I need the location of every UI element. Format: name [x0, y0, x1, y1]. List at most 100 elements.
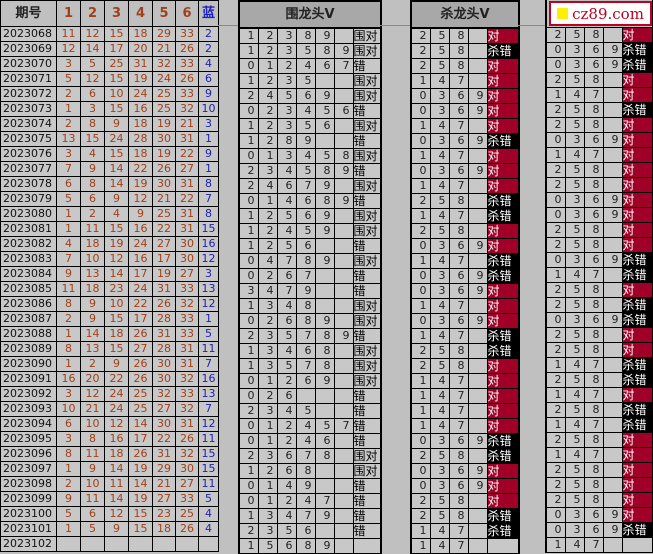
blue-ball-cell: 8	[198, 176, 219, 192]
wei-longtou-title[interactable]: 围龙头V	[237, 0, 383, 29]
blue-ball-cell	[198, 536, 219, 552]
wei-longtou-digit-cell	[333, 88, 354, 104]
sha-longtou-digit-cell	[467, 298, 488, 314]
blue-ball-cell: 2	[198, 41, 219, 57]
right-panel-result-cell: 杀错	[621, 372, 653, 388]
sha-longtou-result-cell: 杀错	[486, 268, 520, 284]
right-panel-result-cell: 杀错	[621, 522, 653, 538]
wei-longtou-digit-cell: 7	[295, 358, 316, 374]
right-panel-digit-cell: 5	[564, 177, 585, 193]
issue-header[interactable]: 期号	[0, 0, 57, 27]
logo-square-icon	[557, 8, 569, 19]
wei-longtou-result-cell: 围对	[352, 27, 382, 44]
ball-header[interactable]: 6	[175, 0, 199, 27]
wei-longtou-digit-cell: 8	[295, 253, 316, 269]
sha-longtou-digit-cell	[467, 208, 488, 224]
right-panel-result-cell: 杀错	[621, 312, 653, 328]
red-ball-cell: 24	[128, 281, 153, 297]
ball-header[interactable]: 1	[56, 0, 81, 27]
wei-longtou-row: 1 2 4 5 9 围对	[238, 223, 382, 239]
wei-longtou-digit-cell: 2	[276, 418, 297, 434]
right-panel-digit-cell: 6	[583, 312, 604, 328]
wei-longtou-digit-cell: 2	[238, 328, 259, 344]
blue-ball-header[interactable]: 蓝	[198, 0, 219, 27]
right-panel-digit-cell: 1	[545, 537, 566, 553]
wei-longtou-result-cell: 错	[352, 418, 382, 434]
sha-longtou-digit-cell: 1	[410, 388, 431, 404]
ball-header[interactable]: 5	[152, 0, 176, 27]
sha-longtou-digit-cell	[467, 178, 488, 194]
sha-longtou-digit-cell: 1	[410, 328, 431, 344]
sha-longtou-digit-cell: 8	[448, 27, 469, 44]
wei-longtou-digit-cell: 9	[333, 163, 354, 179]
wei-longtou-result-cell: 围对	[352, 343, 382, 359]
ball-header[interactable]: 3	[104, 0, 129, 27]
wei-longtou-digit-cell: 7	[295, 508, 316, 524]
sha-longtou-result-cell: 对	[486, 148, 520, 164]
right-panel-digit-cell: 0	[545, 207, 566, 223]
red-ball-cell: 32	[175, 296, 199, 312]
red-ball-cell: 31	[175, 341, 199, 357]
sha-longtou-digit-cell: 9	[467, 163, 488, 179]
sha-longtou-digit-cell: 5	[429, 493, 450, 509]
wei-longtou-digit-cell: 1	[238, 208, 259, 224]
right-panel-digit-cell: 5	[564, 237, 585, 253]
wei-longtou-digit-cell: 2	[257, 133, 278, 149]
blue-ball-cell: 11	[198, 476, 219, 492]
sha-longtou-row: 0 3 6 9 杀错	[410, 433, 520, 449]
draw-row: 2023101 1 5 9 15 18 26 4	[0, 521, 219, 537]
ball-header[interactable]: 2	[80, 0, 105, 27]
issue-cell: 2023091	[0, 371, 57, 387]
right-panel-digit-cell: 5	[564, 327, 585, 343]
wei-longtou-result-cell: 错	[352, 193, 382, 209]
sha-longtou-row: 1 4 7 杀错	[410, 253, 520, 269]
sha-longtou-result-cell: 对	[486, 313, 520, 329]
wei-longtou-digit-cell: 4	[295, 148, 316, 164]
sha-longtou-digit-cell: 9	[467, 103, 488, 119]
red-ball-cell: 30	[152, 176, 176, 192]
red-ball-cell: 5	[80, 521, 105, 537]
wei-longtou-digit-cell	[333, 508, 354, 524]
draw-row: 2023090 1 2 9 26 30 31 7	[0, 356, 219, 372]
wei-longtou-digit-cell	[333, 268, 354, 284]
red-ball-cell: 15	[104, 71, 129, 87]
sha-longtou-digit-cell: 7	[448, 298, 469, 314]
draw-row: 2023093 10 21 24 25 27 32 7	[0, 401, 219, 417]
red-ball-cell: 10	[104, 86, 129, 102]
issue-cell: 2023069	[0, 41, 57, 57]
sha-longtou-digit-cell: 4	[429, 373, 450, 389]
right-panel-digit-cell: 2	[545, 177, 566, 193]
red-ball-cell: 15	[104, 221, 129, 237]
sha-longtou-title[interactable]: 杀龙头V	[409, 0, 521, 29]
red-ball-cell: 16	[128, 221, 153, 237]
red-ball-cell: 18	[128, 26, 153, 42]
right-panel-digit-cell: 6	[583, 192, 604, 208]
issue-cell: 2023098	[0, 476, 57, 492]
wei-longtou-digit-cell: 2	[238, 403, 259, 419]
wei-longtou-digit-cell: 9	[314, 208, 335, 224]
wei-longtou-digit-cell: 0	[238, 193, 259, 209]
wei-longtou-result-cell: 错	[352, 478, 382, 494]
red-ball-cell: 27	[152, 236, 176, 252]
right-panel-digit-cell: 2	[545, 222, 566, 238]
sha-longtou-digit-cell	[467, 523, 488, 539]
sha-longtou-digit-cell	[467, 403, 488, 419]
wei-longtou-row: 2 4 5 6 9 围对	[238, 88, 382, 104]
sha-longtou-table: 杀龙头V 2 5 8 对 2 5 8 杀错 2 5 8 对 1 4 7 对 0 3 6 9 对 0 3 6 9 对 1 4 7 对 0 3 6 9…	[409, 0, 521, 554]
right-panel-result-cell: 对	[621, 342, 653, 358]
ball-header[interactable]: 4	[128, 0, 153, 27]
sha-longtou-result-cell: 对	[486, 388, 520, 404]
blue-ball-cell: 4	[198, 506, 219, 522]
